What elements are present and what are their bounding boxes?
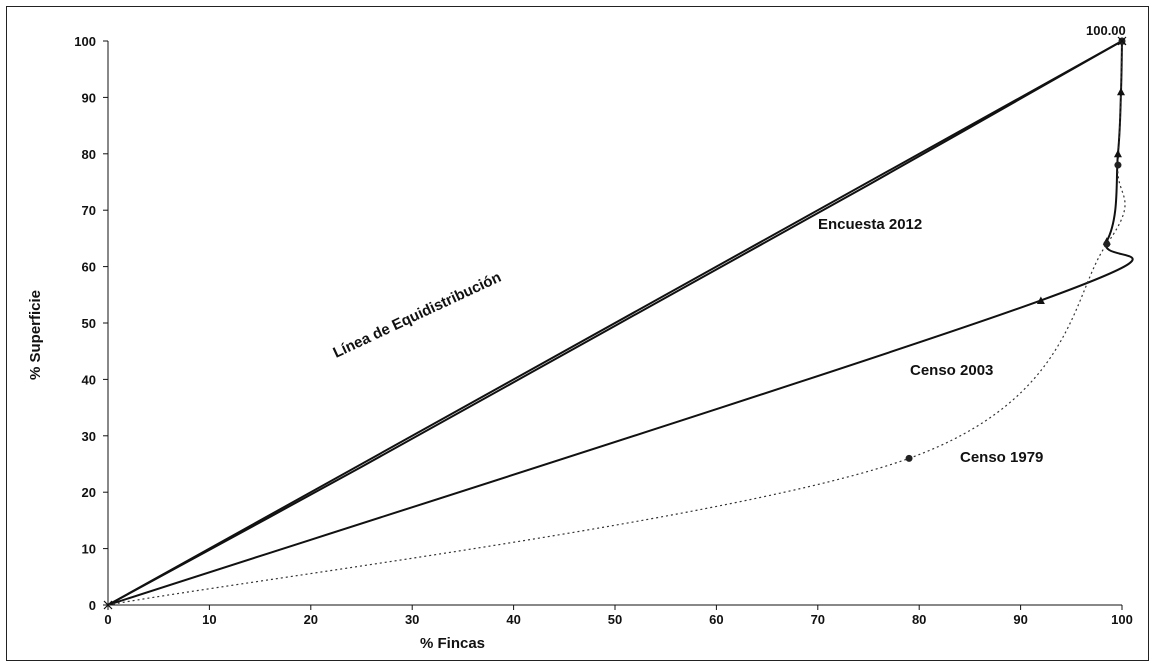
x-tick-label: 90 <box>1013 612 1027 627</box>
y-tick-label: 90 <box>82 90 96 105</box>
x-tick-label: 50 <box>608 612 622 627</box>
series-encuesta-2012-line <box>107 40 1123 606</box>
x-axis-label: % Fincas <box>420 635 485 652</box>
series-censo-2003-point <box>1036 296 1045 304</box>
x-tick-label: 0 <box>104 612 111 627</box>
y-tick-label: 70 <box>82 203 96 218</box>
y-tick-label: 10 <box>82 542 96 557</box>
series-censo-1979-point <box>1103 240 1111 248</box>
chart-frame <box>6 6 1149 661</box>
y-tick-label: 0 <box>89 598 96 613</box>
x-ticks: 0 10 20 30 40 50 60 70 80 90 100 <box>104 605 1133 627</box>
markers-layer <box>103 36 1127 610</box>
y-tick-label: 100 <box>74 34 96 49</box>
y-ticks: 0 10 20 30 40 50 60 70 80 90 100 <box>74 34 108 613</box>
label-encuesta-2012: Encuesta 2012 <box>818 216 922 233</box>
x-tick-label: 30 <box>405 612 419 627</box>
annotation-100: 100.00 <box>1086 23 1126 38</box>
y-tick-label: 20 <box>82 485 96 500</box>
y-tick-label: 30 <box>82 429 96 444</box>
y-axis-label: % Superficie <box>27 290 44 380</box>
y-tick-label: 60 <box>82 260 96 275</box>
series-censo-2003-point <box>1113 149 1122 158</box>
origin-marker <box>103 600 113 610</box>
series-censo-1979-point <box>905 454 913 462</box>
x-tick-label: 80 <box>912 612 926 627</box>
label-equidistribucion: Línea de Equidistribución <box>331 269 504 362</box>
x-tick-label: 100 <box>1111 612 1133 627</box>
series-censo-2003-line <box>107 40 1134 606</box>
y-tick-label: 40 <box>82 372 96 387</box>
x-tick-label: 20 <box>304 612 318 627</box>
x-tick-label: 70 <box>811 612 825 627</box>
series-linea-de-equidistribucion-line <box>107 40 1123 606</box>
y-tick-label: 50 <box>82 316 96 331</box>
series-censo-1979-point <box>1114 161 1122 169</box>
y-tick-label: 80 <box>82 147 96 162</box>
label-censo-1979: Censo 1979 <box>960 449 1043 466</box>
x-tick-label: 60 <box>709 612 723 627</box>
series-layer <box>107 40 1134 606</box>
x-tick-label: 40 <box>506 612 520 627</box>
label-censo-2003: Censo 2003 <box>910 362 993 379</box>
x-tick-label: 10 <box>202 612 216 627</box>
series-censo-2003-point <box>1116 87 1125 96</box>
endpoint-marker <box>1117 36 1127 46</box>
